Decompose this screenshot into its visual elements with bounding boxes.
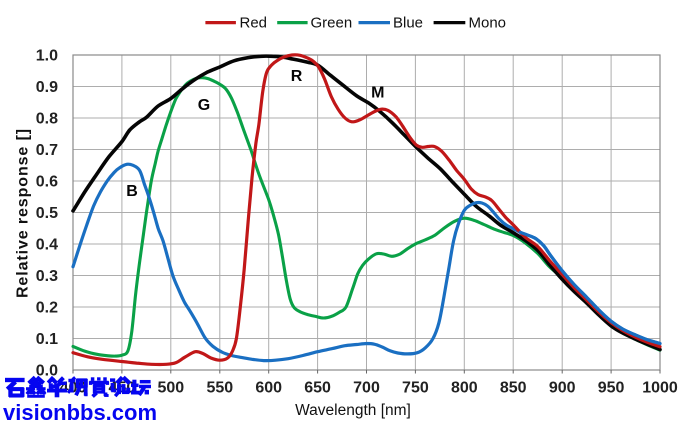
svg-text:0.3: 0.3 bbox=[36, 268, 58, 285]
svg-text:700: 700 bbox=[353, 380, 380, 397]
svg-text:M: M bbox=[371, 85, 384, 102]
svg-text:0.4: 0.4 bbox=[36, 237, 58, 254]
svg-text:0.2: 0.2 bbox=[36, 300, 58, 317]
svg-text:600: 600 bbox=[255, 380, 282, 397]
svg-text:800: 800 bbox=[451, 380, 478, 397]
svg-text:Mono: Mono bbox=[469, 15, 507, 32]
svg-text:G: G bbox=[198, 97, 210, 114]
svg-text:Red: Red bbox=[240, 15, 268, 32]
svg-text:0.0: 0.0 bbox=[36, 363, 58, 380]
svg-text:0.9: 0.9 bbox=[36, 79, 58, 96]
svg-text:900: 900 bbox=[549, 380, 576, 397]
svg-text:B: B bbox=[126, 183, 138, 200]
svg-text:Green: Green bbox=[311, 15, 353, 32]
svg-text:Blue: Blue bbox=[393, 15, 423, 32]
svg-text:0.7: 0.7 bbox=[36, 142, 58, 159]
svg-text:1000: 1000 bbox=[642, 380, 678, 397]
svg-text:750: 750 bbox=[402, 380, 429, 397]
svg-text:0.1: 0.1 bbox=[36, 331, 58, 348]
svg-text:0.8: 0.8 bbox=[36, 111, 58, 128]
svg-text:950: 950 bbox=[598, 380, 625, 397]
svg-text:650: 650 bbox=[304, 380, 331, 397]
svg-text:Wavelength [nm]: Wavelength [nm] bbox=[295, 402, 411, 419]
svg-text:550: 550 bbox=[206, 380, 233, 397]
svg-text:1.0: 1.0 bbox=[36, 48, 58, 65]
svg-text:0.5: 0.5 bbox=[36, 205, 58, 222]
svg-text:visionbbs.com: visionbbs.com bbox=[3, 400, 157, 425]
svg-text:500: 500 bbox=[157, 380, 184, 397]
svg-text:850: 850 bbox=[500, 380, 527, 397]
svg-text:R: R bbox=[291, 68, 303, 85]
svg-text:0.6: 0.6 bbox=[36, 174, 58, 191]
svg-text:Relative response []: Relative response [] bbox=[15, 128, 32, 298]
